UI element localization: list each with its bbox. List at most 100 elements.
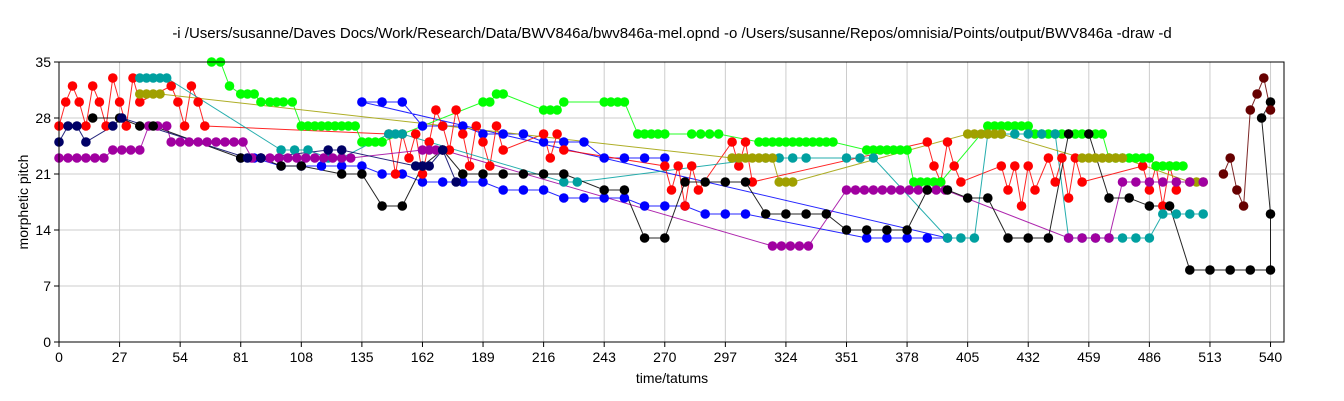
data-point: [1198, 209, 1208, 219]
data-point: [323, 121, 334, 131]
x-tick-label: 405: [956, 349, 980, 365]
data-point: [895, 185, 906, 195]
data-point: [135, 89, 145, 99]
data-point: [720, 209, 731, 219]
data-point: [902, 233, 912, 243]
x-tick-label: 324: [774, 349, 798, 365]
data-point: [572, 177, 583, 187]
data-point: [1265, 97, 1276, 107]
data-point: [200, 121, 210, 131]
data-point: [357, 169, 367, 179]
data-point: [996, 161, 1007, 171]
data-point: [1010, 121, 1020, 131]
y-tick-label: 0: [43, 334, 51, 350]
data-point: [1057, 129, 1067, 139]
data-point: [417, 145, 428, 155]
data-point: [498, 129, 509, 139]
data-point: [63, 121, 73, 131]
data-point: [1137, 161, 1148, 171]
data-point: [238, 137, 248, 147]
data-point: [478, 97, 488, 107]
data-point: [619, 97, 630, 107]
data-point: [1043, 129, 1054, 139]
data-point: [850, 185, 861, 195]
data-point: [397, 201, 408, 211]
data-point: [87, 81, 98, 91]
data-point: [397, 169, 408, 179]
data-point: [734, 153, 744, 163]
data-point: [161, 73, 172, 83]
data-point: [949, 161, 959, 171]
data-point: [1137, 153, 1148, 163]
data-point: [1117, 177, 1128, 187]
data-point: [983, 129, 993, 139]
data-point: [384, 129, 394, 139]
data-point: [498, 145, 509, 155]
data-point: [1077, 233, 1087, 243]
data-point: [491, 121, 502, 131]
data-point: [193, 97, 203, 107]
data-point: [538, 129, 549, 139]
data-point: [559, 137, 569, 147]
y-axis-label: morphetic pitch: [15, 155, 31, 250]
data-point: [336, 161, 347, 171]
data-point: [1178, 161, 1188, 171]
data-point: [942, 185, 953, 195]
data-point: [861, 233, 872, 243]
data-point: [478, 137, 488, 147]
data-point: [451, 177, 461, 187]
data-point: [345, 153, 356, 163]
data-point: [72, 153, 82, 163]
data-point: [1144, 201, 1155, 211]
data-point: [1084, 129, 1094, 139]
data-point: [310, 153, 320, 163]
data-point: [303, 121, 313, 131]
data-point: [1077, 177, 1087, 187]
data-point: [211, 137, 221, 147]
data-point: [287, 97, 298, 107]
data-point: [1104, 153, 1114, 163]
data-point: [135, 145, 145, 155]
data-point: [173, 97, 183, 107]
data-point: [1232, 185, 1242, 195]
data-point: [660, 161, 670, 171]
data-point: [552, 129, 562, 139]
data-point: [653, 129, 663, 139]
data-point: [491, 89, 502, 99]
data-point: [135, 121, 145, 131]
data-point: [220, 137, 230, 147]
y-tick-label: 21: [35, 166, 51, 182]
data-point: [485, 161, 495, 171]
data-point: [1016, 121, 1027, 131]
data-point: [336, 121, 347, 131]
data-point: [81, 121, 91, 131]
data-point: [242, 153, 253, 163]
data-point: [1205, 265, 1215, 275]
data-point: [1003, 233, 1013, 243]
data-point: [828, 137, 838, 147]
data-point: [1158, 209, 1168, 219]
data-point: [498, 89, 509, 99]
data-point: [518, 129, 529, 139]
data-point: [1131, 177, 1141, 187]
data-point: [1030, 185, 1040, 195]
data-point: [1117, 233, 1128, 243]
data-point: [1144, 233, 1155, 243]
data-point: [1023, 233, 1033, 243]
data-point: [774, 177, 784, 187]
data-point: [767, 137, 778, 147]
data-point: [437, 145, 448, 155]
data-point: [700, 209, 710, 219]
data-point: [101, 121, 111, 131]
data-point: [377, 137, 387, 147]
data-point: [1124, 193, 1134, 203]
data-point: [464, 161, 475, 171]
data-point: [141, 73, 152, 83]
data-point: [686, 161, 697, 171]
data-point: [1158, 201, 1168, 211]
data-point: [289, 145, 300, 155]
data-point: [1050, 129, 1060, 139]
data-point: [1124, 153, 1134, 163]
data-point: [861, 145, 872, 155]
